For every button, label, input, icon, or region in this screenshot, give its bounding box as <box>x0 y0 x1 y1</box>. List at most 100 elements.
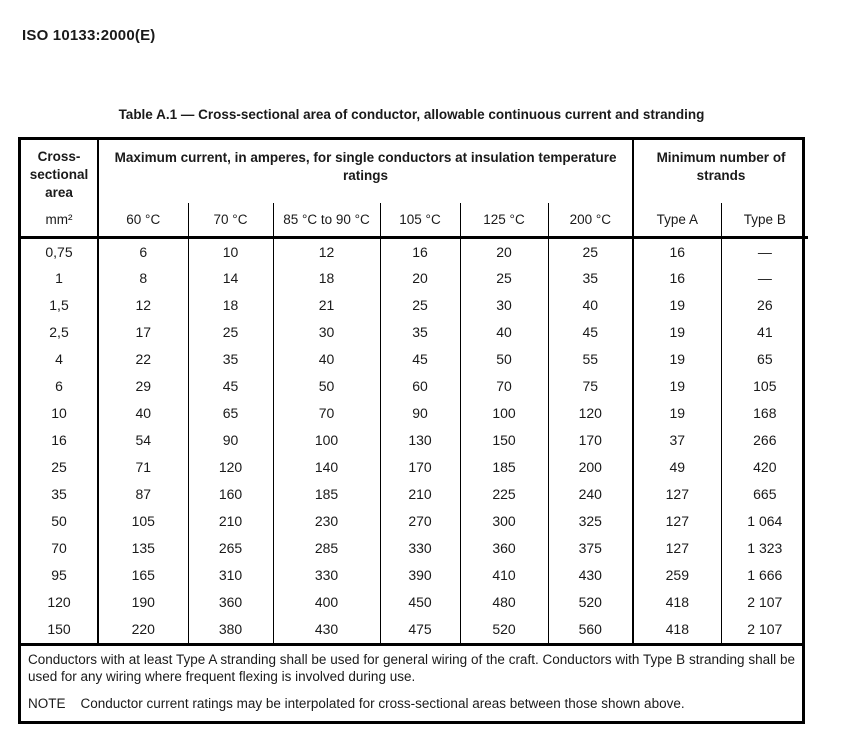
cell: 400 <box>272 588 380 616</box>
table-row: 1,5 12 18 21 25 30 40 19 26 <box>21 291 809 319</box>
table-notes: Conductors with at least Type A strandin… <box>21 642 802 721</box>
cell: 210 <box>187 507 273 535</box>
cell: 380 <box>187 615 273 643</box>
header-maximum-current: Maximum current, in amperes, for single … <box>96 140 634 203</box>
cell: 87 <box>97 480 188 508</box>
table-frame: Cross-sectional area Maximum current, in… <box>18 137 809 725</box>
cell: 127 <box>632 507 722 535</box>
note-label: NOTE <box>28 696 66 712</box>
cell: 410 <box>459 561 548 589</box>
header-type-a: Type A <box>632 202 722 240</box>
cell: 25 <box>51 459 67 476</box>
table-row: 25 71 120 140 170 185 200 49 420 <box>21 453 809 481</box>
conductor-table: Cross-sectional area Maximum current, in… <box>21 140 809 643</box>
cell: 300 <box>459 507 548 535</box>
table-title: Table A.1 — Cross-sectional area of cond… <box>118 107 705 122</box>
cell: 49 <box>632 453 722 481</box>
cell: 475 <box>379 615 460 643</box>
cell: 185 <box>459 453 548 481</box>
cell: 100 <box>459 399 548 427</box>
cell: 430 <box>272 615 380 643</box>
cell: 10 <box>51 405 67 422</box>
cell: 18 <box>272 264 380 292</box>
cell: 90 <box>379 399 460 427</box>
cell: 35 <box>379 318 460 346</box>
cell: 130 <box>379 426 460 454</box>
unit-header-row: mm² 60 °C 70 °C 85 °C to 90 °C 105 °C 12… <box>21 202 809 240</box>
cell: 40 <box>272 345 380 373</box>
cell: 170 <box>379 453 460 481</box>
cell: 50 <box>459 345 548 373</box>
cell: 285 <box>272 534 380 562</box>
cell: 140 <box>272 453 380 481</box>
cell: 20 <box>459 237 548 265</box>
cell: 19 <box>632 318 722 346</box>
cell: 520 <box>547 588 634 616</box>
header-type-b: Type B <box>720 202 809 240</box>
header-temp-70c: 70 °C <box>187 202 273 240</box>
cell: 105 <box>97 507 188 535</box>
cell: 65 <box>720 345 809 373</box>
cell: 10 <box>187 237 273 265</box>
cell: 41 <box>720 318 809 346</box>
cell: 2 107 <box>720 588 809 616</box>
cell: 225 <box>459 480 548 508</box>
cell: 22 <box>97 345 188 373</box>
cell: 40 <box>547 291 634 319</box>
cell: 70 <box>272 399 380 427</box>
cell: 75 <box>547 372 634 400</box>
cell: 120 <box>547 399 634 427</box>
group-header-row: Cross-sectional area Maximum current, in… <box>21 140 809 203</box>
cell: — <box>720 237 809 265</box>
header-cross-sectional-area: Cross-sectional area <box>29 149 89 201</box>
cell: 120 <box>47 594 71 611</box>
cell: 65 <box>187 399 273 427</box>
cell: 21 <box>272 291 380 319</box>
table-row: 70 135 265 285 330 360 375 127 1 323 <box>21 534 809 562</box>
cell: 560 <box>547 615 634 643</box>
cell: 1,5 <box>49 297 69 314</box>
cell: 45 <box>379 345 460 373</box>
cell: 70 <box>51 540 67 557</box>
cell: 16 <box>632 237 722 265</box>
cell: 45 <box>547 318 634 346</box>
interpolation-note: NOTE Conductor current ratings may be int… <box>28 695 795 713</box>
header-unit-mm2: mm² <box>21 202 98 240</box>
cell: 71 <box>97 453 188 481</box>
table-row: 10 40 65 70 90 100 120 19 168 <box>21 399 809 427</box>
cell: 35 <box>51 486 67 503</box>
cell: 19 <box>632 291 722 319</box>
header-temp-200c: 200 °C <box>547 202 634 240</box>
cell: 12 <box>272 237 380 265</box>
cell: 90 <box>187 426 273 454</box>
cell: 4 <box>55 351 63 368</box>
cell: 40 <box>97 399 188 427</box>
cell: 240 <box>547 480 634 508</box>
cell: — <box>720 264 809 292</box>
cell: 520 <box>459 615 548 643</box>
cell: 17 <box>97 318 188 346</box>
cell: 45 <box>187 372 273 400</box>
cell: 19 <box>632 345 722 373</box>
table-row: 6 29 45 50 60 70 75 19 105 <box>21 372 809 400</box>
cell: 150 <box>47 621 71 638</box>
header-temp-105c: 105 °C <box>379 202 460 240</box>
cell: 210 <box>379 480 460 508</box>
cell: 665 <box>720 480 809 508</box>
header-minimum-strands: Minimum number of strands <box>632 140 809 203</box>
table-row: 35 87 160 185 210 225 240 127 665 <box>21 480 809 508</box>
cell: 19 <box>632 399 722 427</box>
cell: 168 <box>720 399 809 427</box>
cell: 25 <box>459 264 548 292</box>
table-row: 50 105 210 230 270 300 325 127 1 064 <box>21 507 809 535</box>
header-temp-60c: 60 °C <box>97 202 188 240</box>
cell: 16 <box>632 264 722 292</box>
cell: 105 <box>720 372 809 400</box>
cell: 26 <box>720 291 809 319</box>
cell: 2,5 <box>49 324 69 341</box>
cell: 450 <box>379 588 460 616</box>
cell: 266 <box>720 426 809 454</box>
cell: 330 <box>272 561 380 589</box>
cell: 35 <box>187 345 273 373</box>
